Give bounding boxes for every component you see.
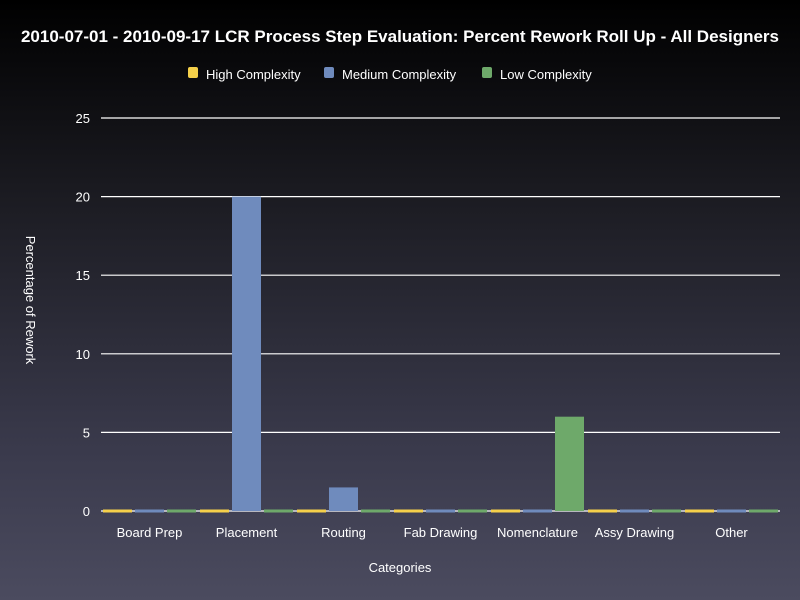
bars: [103, 196, 778, 513]
x-tick-label: Other: [715, 525, 748, 540]
bar-low-complexity-fab-drawing: [458, 509, 487, 513]
bar-medium-complexity-routing: [329, 487, 358, 511]
bar-high-complexity-assy-drawing: [588, 509, 617, 513]
y-tick-label: 25: [76, 111, 90, 126]
bar-medium-complexity-fab-drawing: [426, 509, 455, 513]
x-tick-label: Fab Drawing: [404, 525, 478, 540]
bar-high-complexity-board-prep: [103, 509, 132, 513]
legend-label-low-complexity: Low Complexity: [500, 67, 592, 82]
x-axis-ticks: Board Prep Placement Routing Fab Drawing Nom…: [117, 525, 749, 540]
x-tick-label: Placement: [216, 525, 278, 540]
y-tick-label: 5: [83, 425, 90, 440]
bar-low-complexity-placement: [264, 509, 293, 513]
y-axis-ticks: 0 5 10 15 20 25: [76, 111, 90, 519]
bar-medium-complexity-assy-drawing: [620, 509, 649, 513]
y-tick-label: 20: [76, 190, 90, 205]
legend-label-medium-complexity: Medium Complexity: [342, 67, 457, 82]
bar-high-complexity-routing: [297, 509, 326, 513]
legend-swatch-high-complexity: [188, 67, 198, 78]
x-tick-label: Nomenclature: [497, 525, 578, 540]
bar-low-complexity-assy-drawing: [652, 509, 681, 513]
chart-title: 2010-07-01 - 2010-09-17 LCR Process Step…: [21, 27, 779, 46]
y-tick-label: 15: [76, 268, 90, 283]
x-tick-label: Board Prep: [117, 525, 183, 540]
legend-swatch-low-complexity: [482, 67, 492, 78]
y-axis-label: Percentage of Rework: [23, 236, 38, 365]
bar-low-complexity-other: [749, 509, 778, 513]
bar-low-complexity-board-prep: [167, 509, 196, 513]
bar-medium-complexity-other: [717, 509, 746, 513]
legend: High Complexity Medium Complexity Low Co…: [188, 67, 592, 82]
bar-medium-complexity-placement: [232, 196, 261, 511]
legend-swatch-medium-complexity: [324, 67, 334, 78]
bar-low-complexity-nomenclature: [555, 416, 584, 511]
gridlines: [101, 117, 780, 512]
legend-label-high-complexity: High Complexity: [206, 67, 301, 82]
bar-low-complexity-routing: [361, 509, 390, 513]
bar-high-complexity-placement: [200, 509, 229, 513]
x-tick-label: Assy Drawing: [595, 525, 674, 540]
bar-high-complexity-nomenclature: [491, 509, 520, 513]
x-axis-label: Categories: [369, 560, 432, 575]
bar-medium-complexity-nomenclature: [523, 509, 552, 513]
bar-high-complexity-fab-drawing: [394, 509, 423, 513]
x-tick-label: Routing: [321, 525, 366, 540]
bar-high-complexity-other: [685, 509, 714, 513]
y-tick-label: 0: [83, 504, 90, 519]
y-tick-label: 10: [76, 347, 90, 362]
bar-medium-complexity-board-prep: [135, 509, 164, 513]
